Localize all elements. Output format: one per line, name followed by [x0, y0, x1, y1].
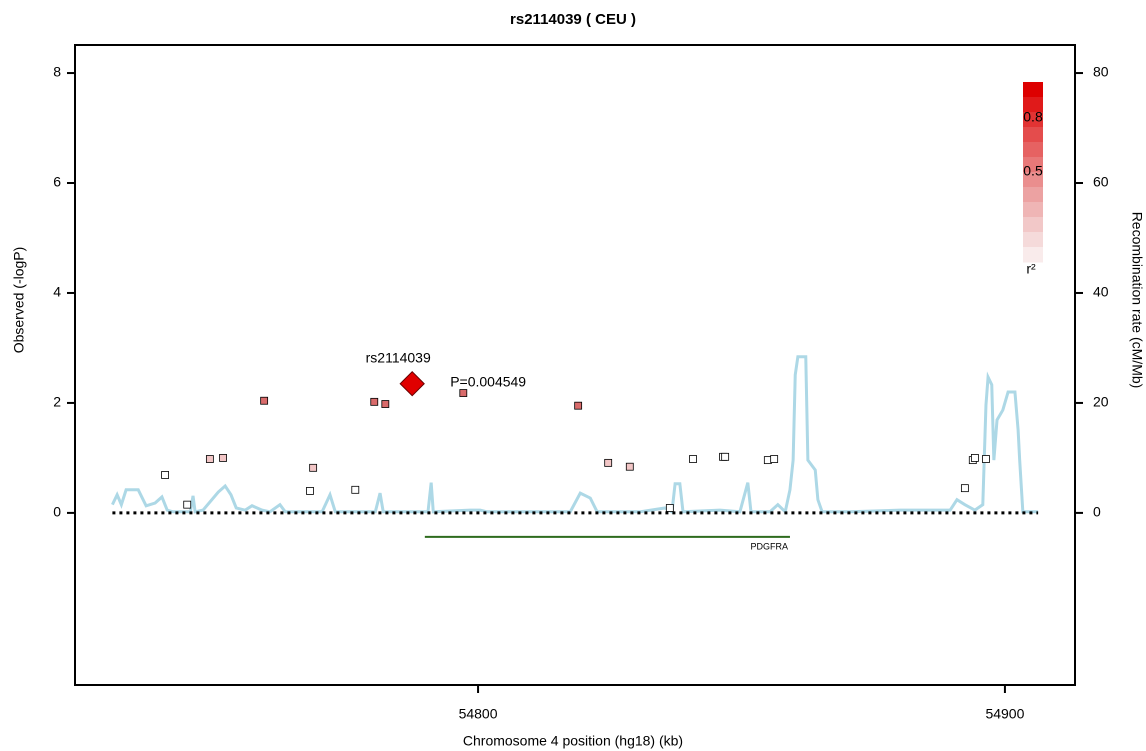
snp-point [689, 455, 697, 463]
lead-snp [399, 370, 425, 397]
snp-point [960, 484, 969, 493]
snp-point [770, 455, 779, 463]
plot-frame [74, 44, 1076, 686]
legend-swatch [1023, 142, 1043, 158]
legend-swatch [1023, 97, 1043, 113]
x-tick-label: 54900 [985, 706, 1024, 722]
legend-swatch [1023, 157, 1043, 173]
y-tick-label: 4 [53, 284, 61, 300]
gene-label: PDGFRA [750, 541, 788, 551]
x-tick-label: 54800 [459, 706, 498, 722]
x-axis-label: Chromosome 4 position (hg18) (kb) [463, 733, 683, 749]
snp-point [459, 389, 468, 397]
lead-p-label: P=0.004549 [450, 373, 526, 389]
legend-swatch [1023, 217, 1043, 233]
snp-point [183, 500, 192, 509]
legend-swatch [1023, 112, 1043, 128]
lead-label: rs2114039 [366, 349, 431, 365]
snp-point [982, 455, 990, 463]
snp-point [351, 485, 360, 494]
y2-tick-label: 20 [1093, 394, 1109, 410]
legend-tick-label: 0.5 [1023, 163, 1043, 179]
snp-point [161, 471, 169, 479]
y-tick-label: 2 [53, 394, 61, 410]
legend-swatch [1023, 187, 1043, 203]
y-axis-label: Observed (-logP) [11, 247, 27, 354]
snp-point [370, 397, 379, 406]
legend-swatch [1023, 232, 1043, 248]
legend-tick-label: 0.8 [1023, 109, 1043, 125]
snp-point [205, 455, 214, 463]
snp-point [260, 396, 269, 405]
y-tick-label: 6 [53, 174, 61, 190]
snp-point [219, 454, 227, 462]
snp-point [970, 454, 979, 462]
y2-axis-label: Recombination rate (cM/Mb) [1129, 212, 1145, 389]
legend-swatch [1023, 247, 1043, 263]
legend-swatch [1023, 202, 1043, 218]
y2-tick-label: 40 [1093, 284, 1109, 300]
y2-tick-label: 0 [1093, 504, 1101, 520]
snp-point [306, 487, 314, 495]
chart-title: rs2114039 ( CEU ) [510, 11, 636, 28]
snp-point [574, 401, 583, 410]
legend-swatch [1023, 172, 1043, 188]
y-tick-label: 8 [53, 64, 61, 80]
snp-point [381, 400, 390, 408]
snp-point [309, 463, 318, 472]
recombination-line [111, 355, 1039, 515]
snp-point [604, 458, 613, 467]
snp-point [721, 452, 730, 461]
snp-point [665, 504, 674, 512]
y2-tick-label: 80 [1093, 64, 1109, 80]
snp-point [625, 462, 634, 471]
y-tick-label: 0 [53, 504, 61, 520]
legend-label: r² [1026, 261, 1036, 277]
y2-tick-label: 60 [1093, 174, 1109, 190]
legend-swatch [1023, 127, 1043, 143]
legend-swatch [1023, 82, 1043, 98]
